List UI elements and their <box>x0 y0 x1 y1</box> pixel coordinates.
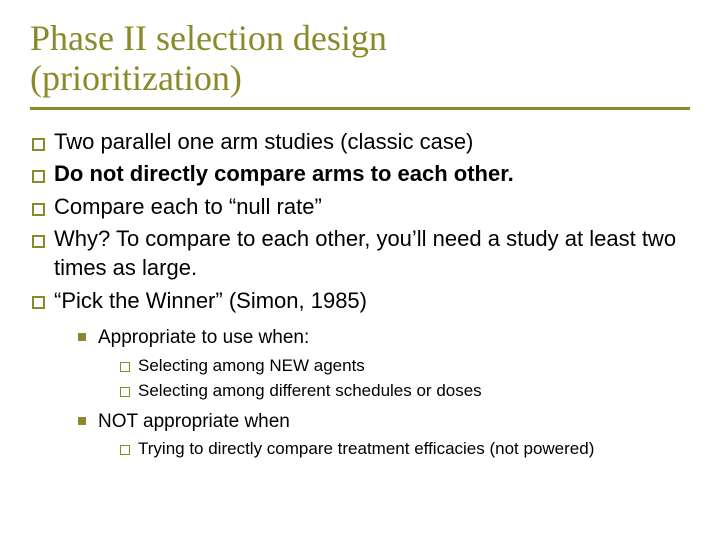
bullet-text: Why? To compare to each other, you’ll ne… <box>54 226 676 280</box>
bullet-list-level-2: Appropriate to use when: Selecting among… <box>54 325 690 461</box>
list-item: Two parallel one arm studies (classic ca… <box>54 128 690 157</box>
list-item: Selecting among different schedules or d… <box>138 380 690 403</box>
bullet-text: “Pick the Winner” (Simon, 1985) <box>54 288 367 313</box>
bullet-text: Do not directly compare arms to each oth… <box>54 161 514 186</box>
bullet-text: Two parallel one arm studies (classic ca… <box>54 129 473 154</box>
title-underline <box>30 107 690 110</box>
slide-title: Phase II selection design (prioritizatio… <box>30 18 690 99</box>
list-item: Appropriate to use when: Selecting among… <box>98 325 690 403</box>
list-item: Do not directly compare arms to each oth… <box>54 160 690 189</box>
list-item: Trying to directly compare treatment eff… <box>138 438 690 461</box>
list-item: Selecting among NEW agents <box>138 355 690 378</box>
bullet-text: NOT appropriate when <box>98 411 290 432</box>
bullet-list-level-3: Selecting among NEW agents Selecting amo… <box>98 355 690 403</box>
list-item: Compare each to “null rate” <box>54 193 690 222</box>
bullet-text: Compare each to “null rate” <box>54 194 322 219</box>
bullet-text: Selecting among different schedules or d… <box>138 381 482 400</box>
bullet-text: Selecting among NEW agents <box>138 356 365 375</box>
bullet-text: Appropriate to use when: <box>98 327 309 348</box>
list-item: “Pick the Winner” (Simon, 1985) Appropri… <box>54 287 690 462</box>
title-line-2: (prioritization) <box>30 58 242 98</box>
bullet-list-level-1: Two parallel one arm studies (classic ca… <box>30 128 690 462</box>
list-item: Why? To compare to each other, you’ll ne… <box>54 225 690 282</box>
bullet-text: Trying to directly compare treatment eff… <box>138 439 594 458</box>
bullet-list-level-3: Trying to directly compare treatment eff… <box>98 438 690 461</box>
list-item: NOT appropriate when Trying to directly … <box>98 409 690 462</box>
title-line-1: Phase II selection design <box>30 18 387 58</box>
